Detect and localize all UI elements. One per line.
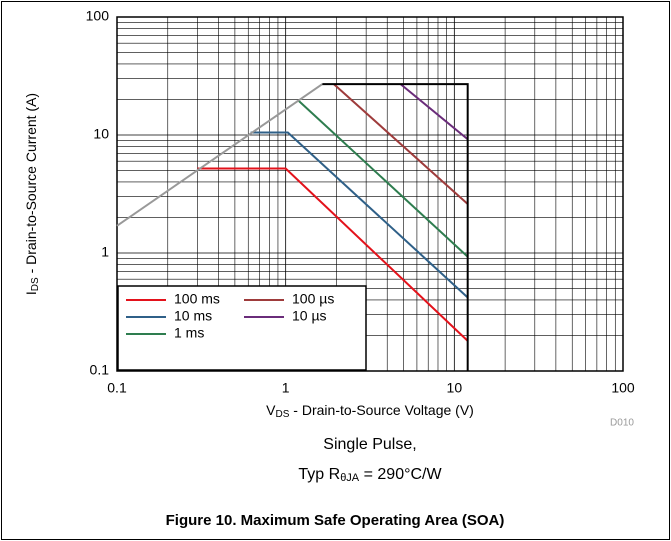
series-line bbox=[116, 83, 323, 227]
x-tick-label: 100 bbox=[611, 380, 635, 396]
legend-label: 100 ms bbox=[174, 291, 220, 307]
subtitle-sub: θJA bbox=[340, 472, 360, 484]
y-tick-label: 10 bbox=[93, 126, 109, 142]
subtitle-rest: = 290°C/W bbox=[359, 466, 442, 483]
y-label-rest: - Drain-to-Source Current (A) bbox=[23, 93, 39, 277]
y-tick-label: 100 bbox=[86, 8, 110, 24]
x-tick-label: 1 bbox=[282, 380, 290, 396]
x-label-main: V bbox=[266, 402, 276, 418]
x-label-sub: DS bbox=[276, 409, 290, 420]
series-line bbox=[297, 99, 469, 258]
x-tick-label: 10 bbox=[447, 380, 463, 396]
series-line bbox=[322, 83, 469, 371]
legend-label: 10 µs bbox=[292, 308, 327, 324]
x-label-rest: - Drain-to-Source Voltage (V) bbox=[289, 402, 473, 418]
y-tick-label: 1 bbox=[101, 244, 109, 260]
series-line bbox=[333, 83, 469, 205]
subtitle-line2: Typ RθJA = 290°C/W bbox=[298, 466, 442, 484]
x-axis-label: VDS - Drain-to-Source Voltage (V) bbox=[266, 402, 474, 420]
series-line bbox=[399, 83, 469, 141]
y-label-sub: DS bbox=[30, 277, 41, 291]
subtitle-main: Typ R bbox=[298, 466, 340, 483]
x-tick-label: 0.1 bbox=[107, 380, 127, 396]
figure-caption: Figure 10. Maximum Safe Operating Area (… bbox=[166, 512, 505, 529]
series-line bbox=[197, 167, 469, 342]
legend-label: 10 ms bbox=[174, 308, 212, 324]
plot-border bbox=[116, 16, 624, 372]
y-axis-label: IDS - Drain-to-Source Current (A) bbox=[23, 93, 41, 295]
legend-label: 1 ms bbox=[174, 325, 204, 341]
legend-label: 100 µs bbox=[292, 291, 334, 307]
subtitle-line1: Single Pulse, bbox=[323, 436, 416, 453]
note: D010 bbox=[610, 418, 634, 429]
series-line bbox=[250, 131, 469, 299]
y-label-main: I bbox=[23, 291, 39, 295]
y-tick-label: 0.1 bbox=[90, 362, 110, 378]
